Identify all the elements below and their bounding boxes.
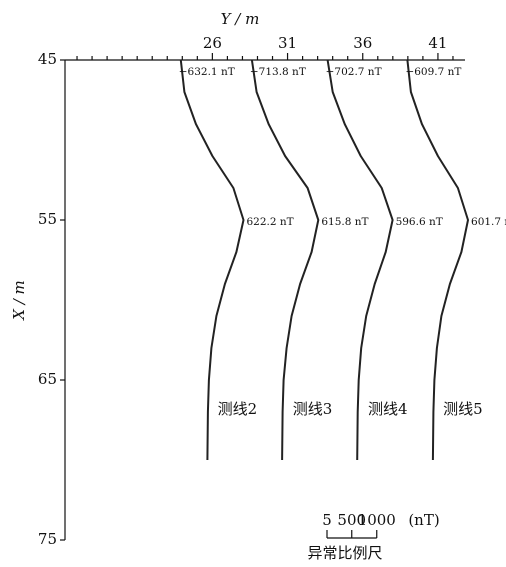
profile-line bbox=[179, 59, 245, 461]
value-label: 622.2 nT bbox=[246, 216, 293, 228]
x-tick-label: 31 bbox=[278, 34, 297, 52]
value-label: −632.1 nT bbox=[179, 66, 235, 78]
x-axis-title: Y / m bbox=[221, 10, 260, 28]
scale-tick-label: 1000 bbox=[358, 511, 396, 529]
series-label: 测线5 bbox=[443, 400, 483, 418]
value-label: 615.8 nT bbox=[321, 216, 368, 228]
y-tick-label: 55 bbox=[38, 210, 57, 228]
series-label: 测线4 bbox=[368, 400, 408, 418]
value-label: −609.7 nT bbox=[405, 66, 461, 78]
profile-line bbox=[250, 59, 320, 461]
x-tick-label: 36 bbox=[353, 34, 372, 52]
value-label: −702.7 nT bbox=[326, 66, 382, 78]
x-tick-label: 26 bbox=[203, 34, 222, 52]
y-tick-label: 45 bbox=[38, 50, 57, 68]
value-label: −713.8 nT bbox=[250, 66, 306, 78]
scale-unit: (nT) bbox=[408, 511, 439, 529]
y-tick-label: 65 bbox=[38, 370, 57, 388]
series-label: 测线3 bbox=[293, 400, 333, 418]
series-label: 测线2 bbox=[218, 400, 258, 418]
profile-line bbox=[406, 59, 469, 461]
profile-line bbox=[326, 59, 394, 461]
scale-tick-label: 5 bbox=[322, 511, 332, 529]
y-axis-title: X / m bbox=[10, 280, 28, 321]
value-label: 601.7 nT bbox=[471, 216, 506, 228]
x-tick-label: 41 bbox=[428, 34, 447, 52]
scale-tick-label: 500 bbox=[337, 511, 366, 529]
value-label: 596.6 nT bbox=[396, 216, 443, 228]
y-tick-label: 75 bbox=[38, 530, 57, 548]
scale-title: 异常比例尺 bbox=[307, 544, 382, 562]
